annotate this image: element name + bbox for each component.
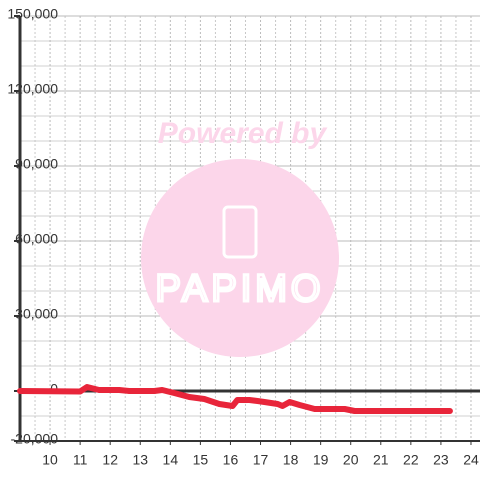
y-tick-label: 150,000 bbox=[7, 6, 58, 22]
phone-icon bbox=[222, 205, 258, 259]
x-tick-label: 13 bbox=[132, 452, 148, 468]
x-tick-label: 15 bbox=[193, 452, 209, 468]
x-tick-label: 24 bbox=[463, 452, 479, 468]
x-tick-label: 17 bbox=[253, 452, 269, 468]
watermark: Powered by PAPIMO bbox=[141, 117, 339, 357]
x-tick-label: 22 bbox=[403, 452, 419, 468]
axes: -20,000030,00060,00090,000120,000150,000… bbox=[7, 6, 480, 468]
x-tick-label: 21 bbox=[373, 452, 389, 468]
x-tick-label: 20 bbox=[343, 452, 359, 468]
x-tick-label: 18 bbox=[283, 452, 299, 468]
x-tick-label: 16 bbox=[223, 452, 239, 468]
x-tick-label: 10 bbox=[42, 452, 58, 468]
series-line bbox=[17, 384, 453, 414]
x-tick-label: 23 bbox=[433, 452, 449, 468]
x-tick-label: 11 bbox=[73, 452, 88, 468]
y-tick-label: -20,000 bbox=[11, 431, 59, 447]
y-tick-label: 90,000 bbox=[15, 156, 58, 172]
x-tick-label: 19 bbox=[313, 452, 329, 468]
x-tick-label: 12 bbox=[102, 452, 118, 468]
y-tick-label: 60,000 bbox=[15, 231, 58, 247]
watermark-brand: PAPIMO bbox=[156, 268, 325, 310]
y-tick-label: 30,000 bbox=[15, 306, 58, 322]
y-tick-label: 120,000 bbox=[7, 81, 58, 97]
x-tick-label: 14 bbox=[163, 452, 179, 468]
watermark-text: Powered by bbox=[158, 117, 328, 150]
